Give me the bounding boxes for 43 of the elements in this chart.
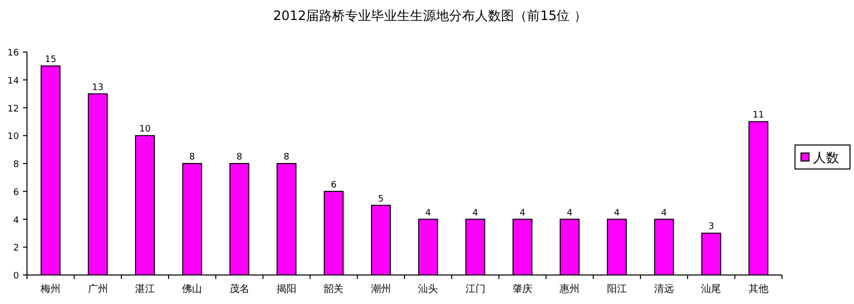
y-tick-label: 6 [13, 188, 20, 198]
x-tick-label: 佛山 [182, 283, 202, 295]
data-label: 15 [44, 54, 56, 65]
y-tick-label: 12 [8, 104, 19, 114]
x-tick-label: 潮州 [370, 283, 391, 295]
y-tick-label: 14 [8, 76, 20, 86]
data-label: 13 [92, 82, 104, 93]
data-label: 11 [752, 110, 764, 121]
data-label: 6 [330, 180, 337, 190]
data-label: 3 [708, 222, 714, 232]
data-label: 4 [661, 208, 668, 218]
y-tick-label: 16 [8, 48, 20, 58]
data-label: 4 [520, 208, 526, 218]
y-tick-label: 10 [8, 132, 20, 142]
data-label: 4 [425, 208, 432, 218]
x-tick-label: 其他 [748, 283, 768, 295]
legend-label: 人数 [813, 151, 839, 166]
data-label: 10 [139, 124, 151, 135]
data-label: 4 [566, 208, 573, 218]
data-label: 5 [378, 194, 384, 204]
data-label: 8 [189, 152, 196, 162]
x-tick-label: 清远 [654, 283, 674, 295]
chart-title: 2012届路桥专业毕业生生源地分布人数图（前15位 ） [273, 9, 587, 24]
x-tick-label: 韶关 [324, 283, 344, 295]
y-tick-label: 0 [13, 272, 20, 282]
x-tick-label: 江门 [465, 283, 486, 295]
x-tick-label: 梅州 [40, 283, 61, 295]
x-tick-label: 湛江 [134, 283, 155, 295]
x-tick-label: 茂名 [229, 283, 250, 295]
data-label: 8 [236, 152, 242, 162]
x-tick-label: 阳江 [606, 283, 627, 295]
data-label: 4 [472, 208, 478, 218]
x-tick-label: 广州 [88, 283, 108, 295]
y-tick-label: 2 [13, 244, 19, 254]
y-tick-label: 4 [13, 216, 20, 226]
data-label: 4 [614, 208, 620, 218]
data-label: 8 [284, 152, 290, 162]
x-tick-label: 汕尾 [701, 283, 722, 295]
y-tick-label: 8 [13, 160, 20, 170]
x-tick-label: 惠州 [558, 283, 580, 295]
x-tick-label: 汕头 [418, 283, 438, 295]
x-tick-label: 肇庆 [512, 283, 532, 295]
x-tick-label: 揭阳 [276, 283, 297, 295]
